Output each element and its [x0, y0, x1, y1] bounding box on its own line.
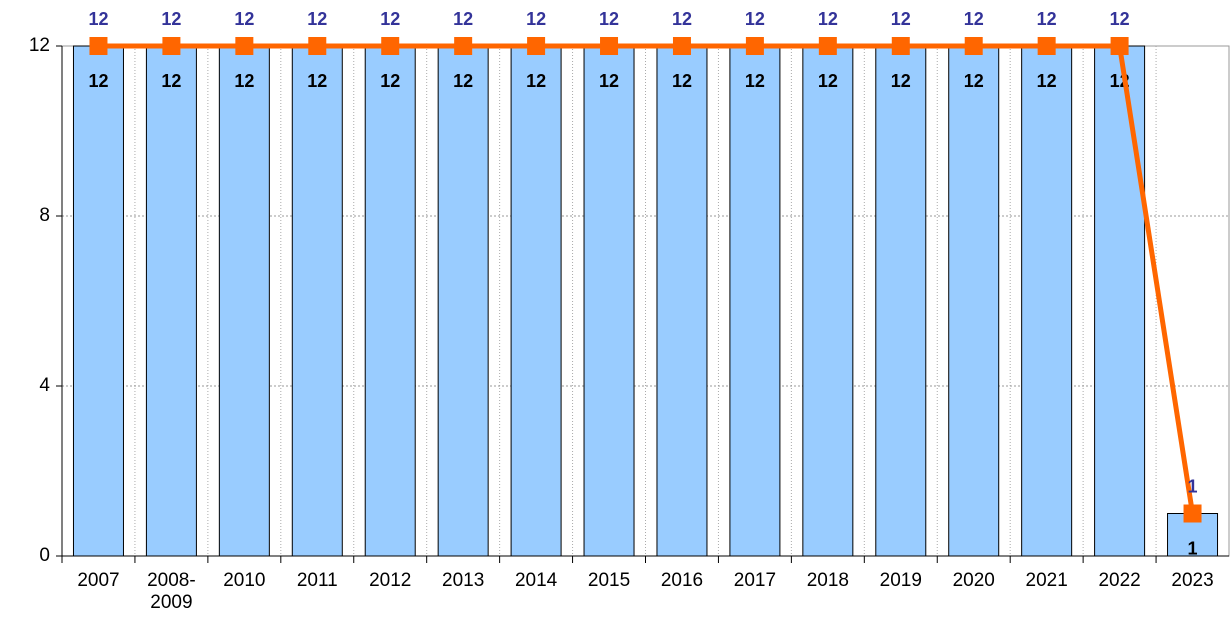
bar-value-label: 12: [818, 71, 838, 91]
bar-value-label: 12: [745, 71, 765, 91]
bar: [1167, 513, 1219, 557]
line-value-label: 12: [307, 9, 327, 29]
bar: [656, 45, 708, 557]
bar: [1094, 45, 1146, 557]
x-tick-label: 2010: [223, 570, 265, 591]
bar: [1021, 45, 1073, 557]
x-tick-label: 2011: [297, 570, 338, 591]
y-tick-label: 8: [39, 205, 50, 226]
bar: [583, 45, 635, 557]
line-value-label: 12: [891, 9, 911, 29]
line-value-label: 1: [1188, 476, 1198, 496]
line-value-label: 12: [380, 9, 400, 29]
bar-value-label: 12: [526, 71, 546, 91]
x-tick-label: 2014: [515, 570, 558, 591]
line-value-label: 12: [964, 9, 984, 29]
line-marker: [745, 37, 764, 55]
x-tick-label: 2015: [588, 570, 630, 591]
bar-value-label: 12: [453, 71, 473, 91]
bar: [802, 45, 854, 557]
line-value-label: 12: [745, 9, 765, 29]
bar-value-label: 12: [1037, 71, 1057, 91]
line-marker: [89, 37, 108, 55]
x-tick-label: 2019: [880, 570, 922, 591]
line-value-label: 12: [526, 9, 546, 29]
line-marker: [1110, 37, 1129, 55]
line-value-label: 12: [234, 9, 254, 29]
line-marker: [454, 37, 473, 55]
line-value-label: 12: [161, 9, 181, 29]
x-tick-label: 2008-2009: [147, 570, 196, 613]
x-tick-label: 2018: [807, 570, 849, 591]
bar: [218, 45, 270, 557]
bar-value-label: 12: [234, 71, 254, 91]
x-tick-label: 2016: [661, 570, 703, 591]
bar: [291, 45, 343, 557]
bar-value-label: 12: [161, 71, 181, 91]
line-value-label: 12: [672, 9, 692, 29]
line-value-label: 12: [1110, 9, 1130, 29]
bar: [145, 45, 197, 557]
line-marker: [818, 37, 837, 55]
line-marker: [381, 37, 400, 55]
bar-value-label: 12: [964, 71, 984, 91]
line-value-label: 12: [88, 9, 108, 29]
x-tick-label: 2022: [1098, 570, 1140, 591]
bar-value-label: 12: [88, 71, 108, 91]
line-marker: [891, 37, 910, 55]
bar-value-label: 12: [891, 71, 911, 91]
bar: [729, 45, 781, 557]
y-tick-label: 0: [39, 545, 50, 566]
bar-value-label: 12: [599, 71, 619, 91]
bar: [948, 45, 1000, 557]
bar-value-label: 12: [672, 71, 692, 91]
x-tick-label: 2021: [1026, 570, 1068, 591]
bar: [875, 45, 927, 557]
x-tick-label: 2012: [369, 570, 411, 591]
y-tick-label: 4: [39, 375, 50, 396]
line-marker: [235, 37, 254, 55]
line-marker: [162, 37, 181, 55]
line-marker: [1037, 37, 1056, 55]
y-tick-label: 12: [29, 35, 50, 56]
bar: [72, 45, 124, 557]
x-tick-label: 2013: [442, 570, 484, 591]
line-marker: [527, 37, 546, 55]
x-tick-label: 2020: [953, 570, 995, 591]
x-tick-label: 2007: [77, 570, 119, 591]
bar: [437, 45, 489, 557]
line-value-label: 12: [599, 9, 619, 29]
bar-value-label: 1: [1188, 538, 1198, 558]
line: [98, 43, 1196, 514]
line-marker: [600, 37, 619, 55]
x-tick-label: 2023: [1171, 570, 1213, 591]
line-value-label: 12: [818, 9, 838, 29]
line-value-label: 12: [1037, 9, 1057, 29]
line-marker: [672, 37, 691, 55]
line-marker: [308, 37, 327, 55]
line-value-label: 12: [453, 9, 473, 29]
bar: [510, 45, 562, 557]
line-marker: [1183, 504, 1202, 523]
bar-value-label: 12: [307, 71, 327, 91]
x-tick-label: 2017: [734, 570, 776, 591]
line-marker: [964, 37, 983, 55]
bar-value-label: 12: [380, 71, 400, 91]
bar: [364, 45, 416, 557]
